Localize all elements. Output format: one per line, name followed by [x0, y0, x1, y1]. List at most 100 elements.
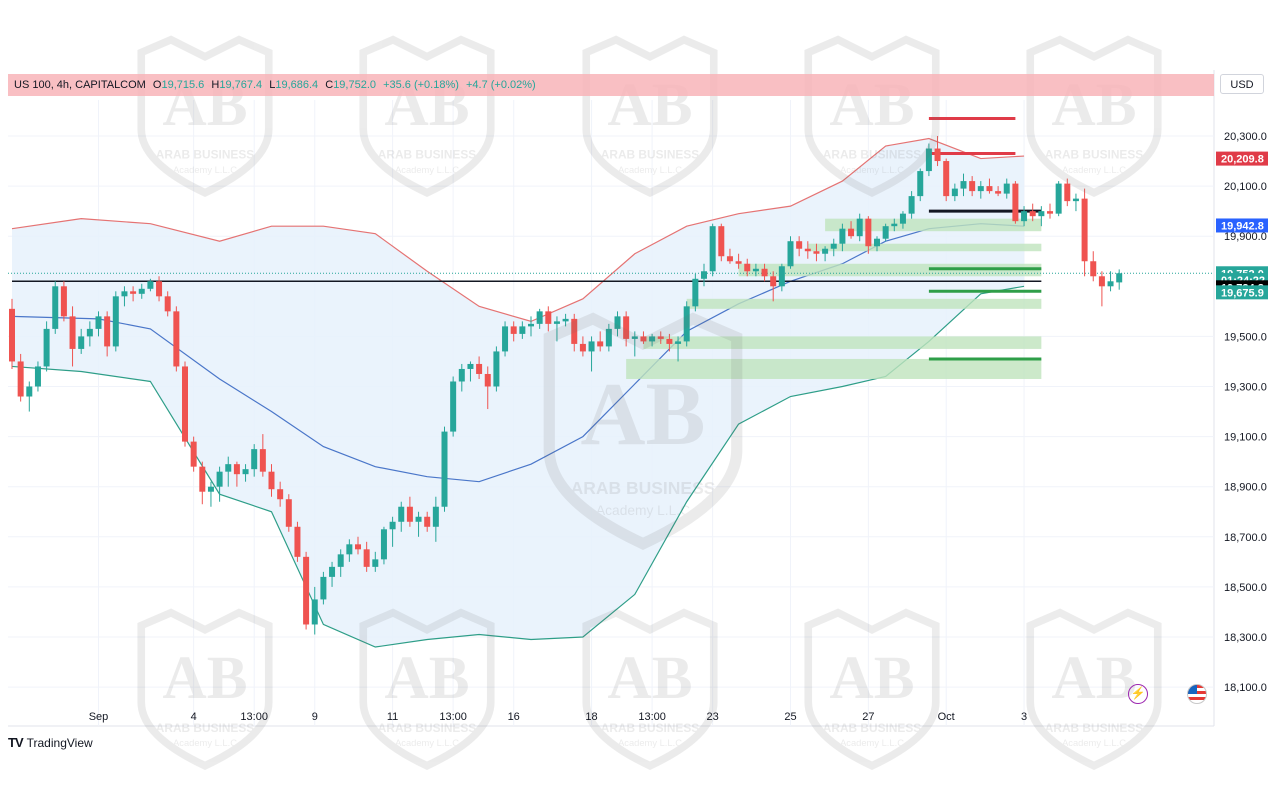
header-band [8, 74, 1214, 96]
candle-body [242, 469, 249, 475]
shield-outline [582, 608, 718, 770]
candle-body [268, 471, 275, 490]
candle-body [130, 291, 137, 294]
shield-outline [359, 608, 495, 770]
candle-body [337, 554, 344, 567]
candle-body [355, 544, 361, 550]
watermark-line1: ARAB BUSINESS [571, 478, 716, 498]
watermark-line2: Academy L.L.C [1062, 165, 1126, 175]
x-tick-label: 13:00 [638, 711, 666, 723]
candle-body [752, 268, 759, 272]
candle-body [1012, 183, 1019, 222]
candle-body [294, 526, 301, 557]
candle-body [649, 336, 656, 342]
currency-button[interactable]: USD [1220, 74, 1264, 94]
y-tick-label: 18,700.0 [1224, 532, 1267, 544]
candle-body [233, 464, 240, 475]
x-tick-label: 4 [191, 711, 197, 723]
watermark-line2: Academy L.L.C [395, 738, 459, 748]
candle-body [770, 276, 777, 287]
watermark-line2: Academy L.L.C [618, 165, 682, 175]
us-flag-icon[interactable] [1187, 684, 1207, 704]
watermark-shield-icon: AB ARAB BUSINESS Academy L.L.C [1026, 608, 1162, 770]
x-tick-label: 16 [508, 711, 520, 723]
candle-body [631, 336, 638, 339]
y-tick-label: 18,900.0 [1224, 482, 1267, 494]
watermark-line1: ARAB BUSINESS [156, 148, 255, 162]
watermark-line1: ARAB BUSINESS [378, 721, 477, 735]
candle-body [735, 261, 742, 264]
support-zone [825, 218, 1042, 232]
candle-body [190, 441, 197, 467]
candle-body [787, 241, 794, 267]
candle-body [822, 248, 829, 254]
y-tick-label: 20,100.0 [1224, 181, 1267, 193]
candle-body [977, 186, 984, 192]
price-tag-label: 19,675.9 [1221, 287, 1264, 299]
x-tick-label: Oct [938, 711, 955, 723]
candle-body [1038, 211, 1045, 217]
lightning-icon[interactable]: ⚡ [1128, 684, 1148, 704]
chart-legend[interactable]: US 100, 4h, CAPITALCOM O19,715.6 H19,767… [14, 79, 536, 91]
candle-body [899, 213, 906, 224]
candle-body [346, 544, 353, 555]
price-axis[interactable]: 20,300.0 20,100.0 19,900.0 19,500.0 19,300.0… [1224, 131, 1267, 694]
candle-body [623, 316, 630, 339]
candle-body [484, 373, 491, 387]
shield-outline [359, 35, 495, 197]
candle-body [441, 431, 448, 507]
watermark-line2: Academy L.L.C [618, 738, 682, 748]
price-tag [1216, 151, 1268, 166]
candle-body [761, 268, 768, 277]
y-tick-label: 18,500.0 [1224, 582, 1267, 594]
price-tag [1216, 218, 1268, 233]
candle-body [424, 516, 431, 527]
watermark-line2: Academy L.L.C [1062, 738, 1126, 748]
shield-monogram: AB [1052, 644, 1137, 712]
y-tick-label: 18,100.0 [1224, 682, 1267, 694]
candle-body [934, 148, 941, 162]
price-tags: 20,209.819,942.819,752.001:24:2219,724.8… [1216, 151, 1268, 300]
candle-body [1047, 211, 1053, 214]
support-zone [686, 298, 1042, 309]
candle-body [112, 296, 119, 347]
shield-outline [543, 312, 743, 550]
y-tick-label: 20,300.0 [1224, 131, 1267, 143]
candle-body [1021, 211, 1028, 222]
candle-body [804, 248, 811, 252]
y-tick-label: 19,100.0 [1224, 432, 1267, 444]
candle-body [285, 499, 292, 527]
candle-body [398, 506, 405, 522]
candle-body [986, 186, 993, 192]
candle-body [995, 191, 1002, 194]
x-tick-label: 23 [707, 711, 719, 723]
candle-body [60, 286, 67, 317]
candle-body [156, 281, 163, 297]
candle-body [874, 238, 880, 247]
candle-body [839, 228, 846, 244]
candle-body [891, 223, 898, 227]
candle-body [225, 464, 232, 472]
candle-body [95, 316, 102, 329]
x-tick-label: 13:00 [439, 711, 467, 723]
shield-outline [804, 35, 940, 197]
candle-body [597, 341, 604, 347]
x-tick-label: Sep [89, 711, 109, 723]
candle-body [510, 326, 517, 334]
candle-body [1116, 273, 1123, 283]
candle-body [813, 251, 820, 254]
shield-outline [1026, 35, 1162, 197]
candle-body [614, 316, 621, 329]
support-zone [626, 358, 1042, 379]
candle-body [1081, 198, 1088, 262]
candle-body [925, 148, 932, 172]
bollinger-upper-line [11, 137, 1025, 323]
shield-monogram: AB [163, 644, 248, 712]
candle-body [363, 549, 370, 567]
time-axis[interactable]: Sep 4 13:00 9 11 13:00 16 18 13:00 23 25 27 Oct 3 [89, 711, 1027, 723]
candle-body [553, 321, 560, 324]
tradingview-logo[interactable]: TV TradingView [8, 735, 93, 750]
candle-body [536, 311, 543, 324]
candle-body [562, 318, 569, 322]
